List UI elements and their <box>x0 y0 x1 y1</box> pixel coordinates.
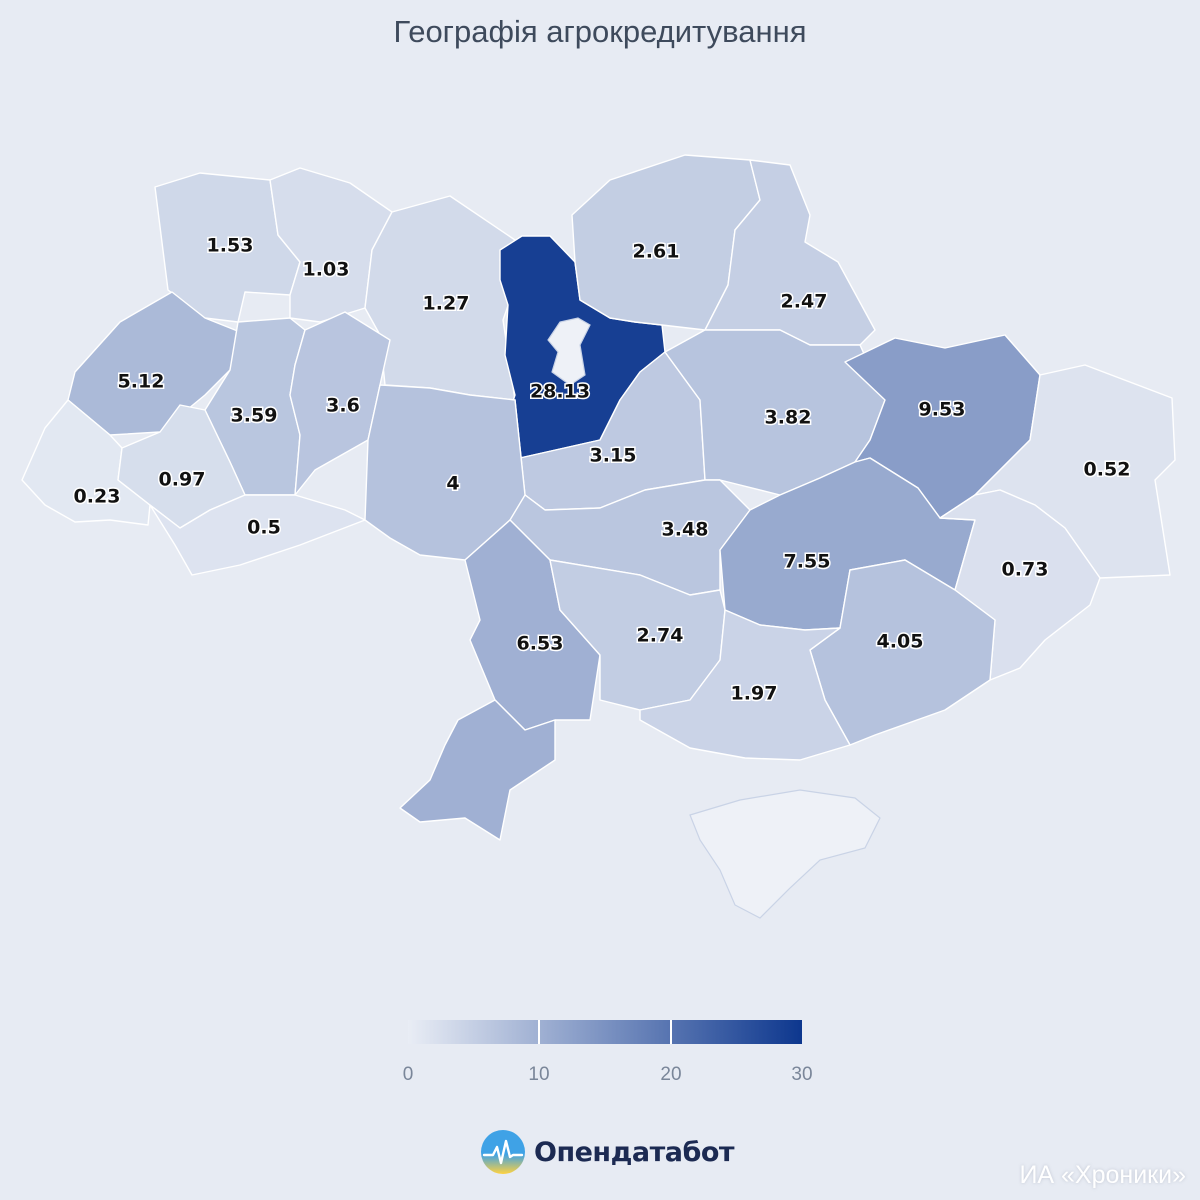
region-value-label: 4.05 <box>877 631 924 653</box>
color-scale-legend: 0 10 20 30 <box>403 1020 813 1085</box>
region-value-label: 28.13 <box>530 381 590 403</box>
region-value-label: 1.27 <box>423 293 470 315</box>
region-value-label: 1.53 <box>207 235 254 257</box>
labels-layer: 1.53 1.03 1.27 28.13 2.61 2.47 5.12 3.59 3.6 3.15… <box>72 233 1132 706</box>
region-value-label: 5.12 <box>118 371 165 393</box>
map-title: Географія агрокредитування <box>393 14 807 49</box>
legend-tick-label: 20 <box>660 1064 682 1085</box>
region-20[interactable] <box>464 519 601 731</box>
region-value-label: 3.59 <box>231 405 278 427</box>
region-value-label: 1.03 <box>303 259 350 281</box>
legend-gradient-bar <box>408 1020 802 1044</box>
region-value-label: 9.53 <box>919 399 966 421</box>
region-15[interactable] <box>149 494 366 576</box>
region-23[interactable] <box>639 609 851 761</box>
region-value-label: 7.55 <box>784 551 831 573</box>
logo-text: Опендатабот <box>534 1136 735 1168</box>
region-value-label: 0.97 <box>159 469 206 491</box>
region-value-label: 2.61 <box>633 241 680 263</box>
region-value-label: 3.15 <box>590 445 637 467</box>
region-value-label: 3.82 <box>765 407 812 429</box>
legend-tick-label: 30 <box>791 1064 813 1085</box>
region-value-label: 1.97 <box>731 683 778 705</box>
region-value-label: 0.73 <box>1002 559 1049 581</box>
region-value-label: 2.74 <box>637 625 684 647</box>
opendatabot-logo: Опендатабот <box>480 1128 735 1176</box>
region-8[interactable] <box>289 311 391 496</box>
ukraine-choropleth-map: 1.53 1.03 1.27 28.13 2.61 2.47 5.12 3.59 3.6 3.15… <box>21 154 1176 919</box>
region-6[interactable] <box>67 291 241 436</box>
region-value-label: 2.47 <box>781 291 828 313</box>
kyiv-city <box>547 317 591 386</box>
region-13[interactable] <box>21 399 151 526</box>
region-value-label: 0.52 <box>1084 459 1131 481</box>
region-value-label: 4 <box>446 473 459 495</box>
region-value-label: 3.48 <box>662 519 709 541</box>
legend-tick-line <box>538 1020 540 1044</box>
opendatabot-logo-icon <box>481 1130 525 1174</box>
regions-layer <box>21 154 1176 919</box>
legend-tick-line <box>670 1020 672 1044</box>
region-value-label: 0.5 <box>247 517 281 539</box>
region-value-label: 0.23 <box>74 486 121 508</box>
legend-tick-label: 10 <box>528 1064 550 1085</box>
watermark: ИА «Хроники» <box>1019 1161 1186 1189</box>
legend-tick-label: 0 <box>402 1064 414 1085</box>
region-24[interactable] <box>399 699 556 841</box>
crimea-region <box>689 789 881 919</box>
region-value-label: 6.53 <box>517 633 564 655</box>
region-value-label: 3.6 <box>326 395 360 417</box>
